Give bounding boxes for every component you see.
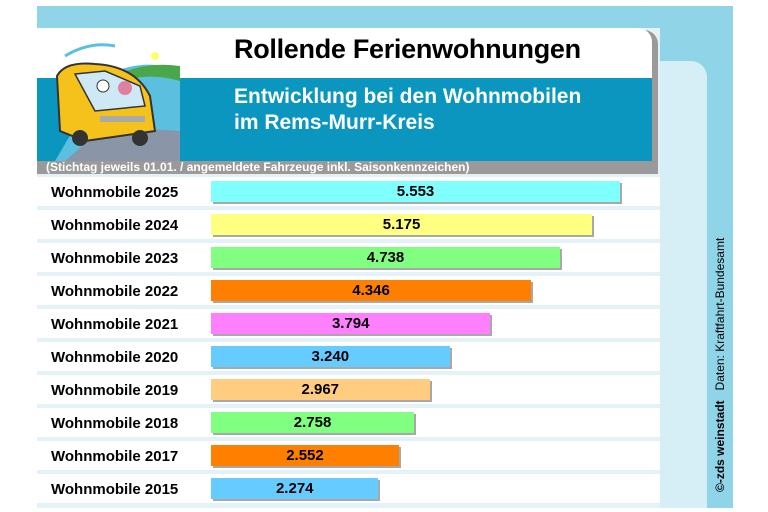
chart-panel: Rollende Ferienwohnungen Entwicklung bei… — [37, 28, 660, 508]
category-label: Wohnmobile 2022 — [51, 283, 179, 300]
credit: ©-zds weinstadt — [713, 400, 727, 492]
category-label: Wohnmobile 2020 — [51, 349, 179, 366]
camper-van-illustration — [55, 43, 180, 161]
category-label: Wohnmobile 2015 — [51, 481, 179, 498]
bar: 2.552 — [211, 445, 399, 466]
bar-row: Wohnmobile 2023 4.738 — [37, 243, 660, 272]
category-label: Wohnmobile 2018 — [51, 415, 179, 432]
data-label: 4.346 — [352, 282, 390, 299]
data-label: 3.794 — [331, 315, 370, 332]
bar-row: Wohnmobile 2020 3.240 — [37, 342, 660, 371]
category-label: Wohnmobile 2025 — [51, 184, 179, 201]
category-label: Wohnmobile 2017 — [51, 448, 179, 465]
bar-row: Wohnmobile 2024 5.175 — [37, 210, 660, 239]
bar-row: Wohnmobile 2022 4.346 — [37, 276, 660, 305]
subtitle-line-1: Entwicklung bei den Wohnmobilen — [234, 85, 582, 108]
bar: 4.738 — [211, 247, 560, 268]
bar: 2.967 — [211, 379, 430, 400]
bar: 2.758 — [211, 412, 415, 433]
data-label: 2.967 — [301, 381, 340, 398]
bar: 2.274 — [211, 478, 379, 499]
bar: 5.553 — [211, 181, 620, 202]
source: Daten: Kraftfahrt-Bundesamt — [713, 237, 727, 391]
source-strip: ©-zds weinstadt Daten: Kraftfahrt-Bundesa… — [707, 6, 733, 508]
data-label: 4.738 — [366, 249, 405, 266]
category-label: Wohnmobile 2024 — [51, 217, 179, 234]
bar-row: Wohnmobile 2018 2.758 — [37, 408, 660, 437]
subtitle-line-2: im Rems-Murr-Kreis — [234, 111, 435, 134]
chart-subtitle: Entwicklung bei den Wohnmobilen im Rems-… — [234, 84, 581, 136]
bar-row: Wohnmobile 2017 2.552 — [37, 441, 660, 470]
bar-row: Wohnmobile 2019 2.967 — [37, 375, 660, 404]
data-label: 5.175 — [382, 216, 421, 233]
caption-bar: (Stichtag jeweils 01.01. / angemeldete F… — [37, 160, 658, 174]
data-label: 5.553 — [396, 183, 435, 200]
caption-text: (Stichtag jeweils 01.01. / angemeldete F… — [46, 160, 470, 174]
category-label: Wohnmobile 2021 — [51, 316, 179, 333]
bar-row: Wohnmobile 2021 3.794 — [37, 309, 660, 338]
infographic-frame: Rollende Ferienwohnungen Entwicklung bei… — [37, 6, 733, 508]
bar: 5.175 — [211, 214, 593, 235]
category-label: Wohnmobile 2023 — [51, 250, 179, 267]
bar: 3.794 — [211, 313, 491, 334]
bar: 3.240 — [211, 346, 450, 367]
chart-title: Rollende Ferienwohnungen — [234, 34, 581, 64]
bar-row: Wohnmobile 2025 5.553 — [37, 177, 660, 206]
bar-row: Wohnmobile 2015 2.274 — [37, 474, 660, 503]
data-label: 2.552 — [286, 447, 324, 464]
data-label: 2.274 — [275, 480, 314, 497]
inner-panel — [657, 61, 707, 508]
category-label: Wohnmobile 2019 — [51, 382, 179, 399]
credit-text: ©-zds weinstadt Daten: Kraftfahrt-Bundesa… — [713, 238, 727, 492]
data-label: 3.240 — [311, 348, 350, 365]
bar: 4.346 — [211, 280, 532, 301]
data-label: 2.758 — [293, 414, 332, 431]
